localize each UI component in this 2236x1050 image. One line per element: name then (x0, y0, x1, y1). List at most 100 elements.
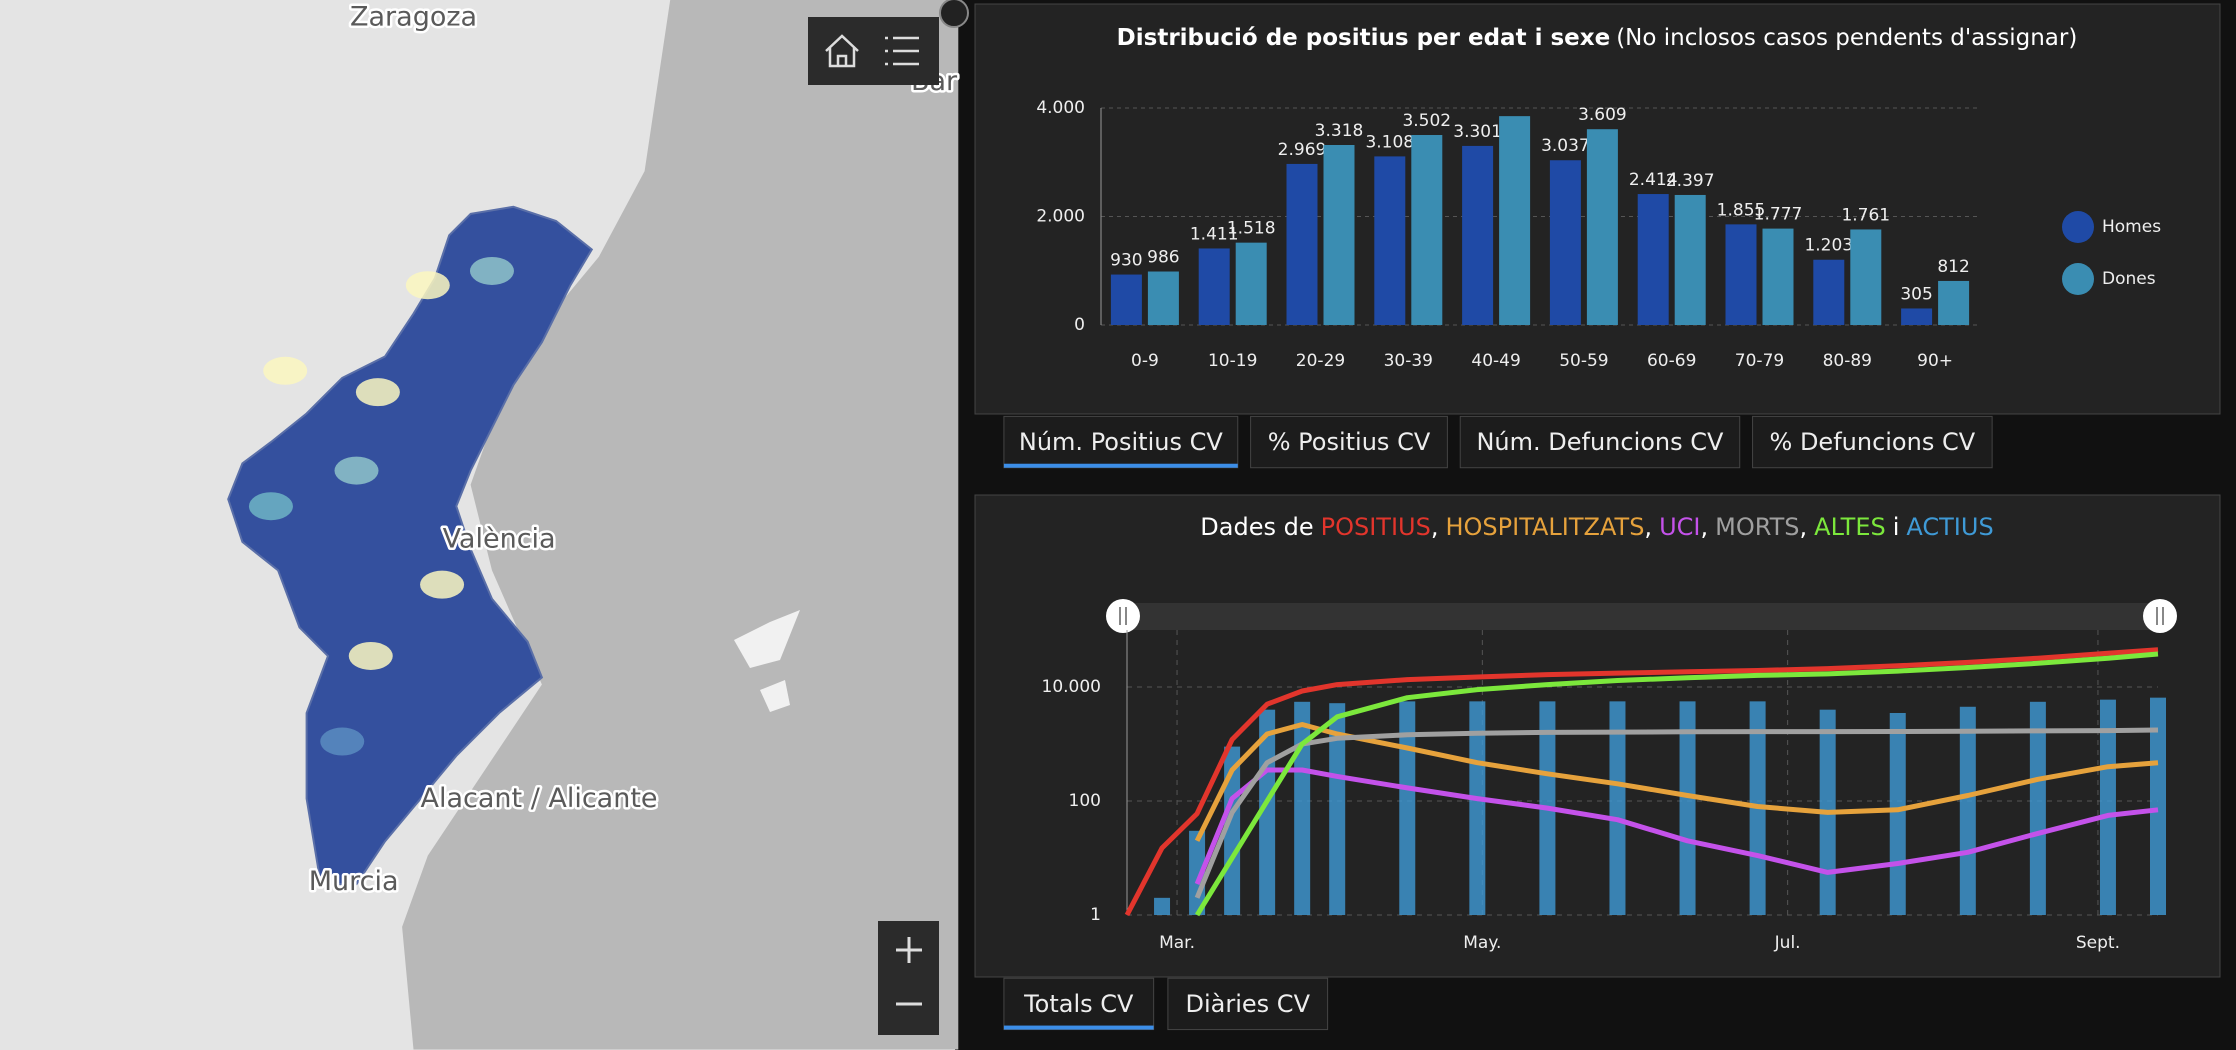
region (227, 205, 594, 886)
map-buttons (808, 0, 969, 1035)
x-tick-label: 60-69 (1647, 351, 1696, 371)
tab-label: Diàries CV (1186, 990, 1311, 1018)
bar (1674, 194, 1706, 325)
title-series: POSITIUS (1321, 513, 1431, 541)
home-button[interactable] (825, 34, 859, 68)
tab-label: % Defuncions CV (1770, 428, 1976, 456)
title-series: ACTIUS (1906, 513, 1993, 541)
bar (1399, 701, 1416, 915)
slider-handle[interactable] (2143, 599, 2177, 633)
x-tick-label: 50-59 (1559, 351, 1608, 371)
sea (402, 0, 959, 1050)
tab-active-indicator (1003, 1025, 1154, 1030)
map[interactable] (0, 0, 959, 1050)
municipality (469, 256, 514, 285)
tab[interactable] (1250, 415, 1448, 469)
legend-label: Dones (2102, 269, 2156, 289)
title-series: ALTES (1814, 513, 1886, 541)
expand-button[interactable] (939, 0, 969, 28)
tab-active-indicator (1003, 463, 1238, 468)
x-tick-label: 90+ (1917, 351, 1953, 371)
title-series: UCI (1659, 513, 1700, 541)
zoom-in[interactable] (896, 937, 922, 963)
subtitle: (No inclosos casos pendents d'assignar) (1616, 25, 2077, 51)
line (1194, 727, 2159, 899)
panel (974, 494, 2221, 978)
data-label: 2.969 (1278, 140, 1327, 160)
x-tick-label: Sept. (2076, 933, 2120, 953)
bar (1235, 242, 1267, 325)
data-label: 1.777 (1754, 205, 1803, 225)
data-label: 1.761 (1841, 205, 1890, 225)
tab-label: Totals CV (1023, 990, 1134, 1018)
bar (1374, 156, 1406, 325)
x-tick-label: 70-79 (1735, 351, 1784, 371)
title-series: HOSPITALITZATS (1445, 513, 1644, 541)
tab-label: Núm. Positius CV (1019, 428, 1223, 456)
x-tick-label: May. (1463, 933, 1501, 953)
x-tick-label: 20-29 (1296, 351, 1345, 371)
bar (1813, 259, 1845, 325)
data-label: 1.411 (1190, 224, 1239, 244)
data-label: 3.108 (1365, 132, 1414, 152)
bar (1224, 746, 1241, 915)
bar (1850, 229, 1882, 325)
tab[interactable] (1459, 415, 1741, 469)
slider-handle[interactable] (1106, 599, 1140, 633)
y-tick-label: 0 (1074, 315, 1085, 335)
data-label: 3.301 (1453, 122, 1502, 142)
line (1194, 722, 2159, 842)
map-label: Zaragoza (350, 2, 477, 33)
tab[interactable] (1752, 415, 1993, 469)
title-series: MORTS (1715, 513, 1799, 541)
municipality (334, 456, 379, 485)
municipality (420, 570, 465, 599)
bar (1286, 163, 1318, 325)
bar (1938, 280, 1970, 325)
data-label: 2.414 (1629, 170, 1678, 190)
title-separator: , (1700, 513, 1708, 541)
bar (1499, 116, 1531, 325)
title-separator: , (1431, 513, 1439, 541)
list-button[interactable] (885, 36, 919, 66)
y-tick-label: 4.000 (1036, 98, 1085, 118)
data-label: 1.203 (1804, 236, 1853, 256)
line (1194, 651, 2159, 917)
municipality (355, 378, 400, 407)
title-separator: , (1644, 513, 1652, 541)
data-label: 3.609 (1578, 105, 1627, 125)
bar (1679, 701, 1696, 915)
municipality (263, 356, 308, 385)
y-tick-label: 100 (1069, 791, 1101, 811)
municipality (248, 492, 293, 521)
tab[interactable] (1167, 977, 1329, 1031)
title-conjunction: i (1893, 513, 1900, 541)
line (1124, 647, 2159, 917)
island (734, 610, 800, 668)
tab[interactable] (1003, 415, 1239, 469)
x-tick-label: 30-39 (1384, 351, 1433, 371)
map-labels: Zaragoza València Alacant / Alicante Murcia… (306, 0, 960, 899)
range-slider (1123, 603, 2162, 630)
tab[interactable] (1003, 977, 1155, 1031)
x-tick-label: Jul. (1774, 933, 1801, 953)
data-label: 1.518 (1227, 219, 1276, 239)
y-tick-label: 10.000 (1042, 677, 1101, 697)
data-label: 812 (1937, 257, 1969, 277)
title-prefix: Dades de (1200, 513, 1313, 541)
legend-swatch (2062, 263, 2094, 295)
bar (1411, 135, 1443, 325)
data-label: 3.502 (1402, 111, 1451, 131)
map-label: València (443, 524, 556, 555)
bar (1469, 701, 1486, 915)
bar (1762, 228, 1794, 325)
bar (1110, 274, 1142, 325)
data-label: 986 (1147, 248, 1179, 268)
bar (1586, 129, 1618, 325)
bar (1609, 701, 1626, 915)
y-tick-label: 1 (1090, 905, 1101, 925)
bar (1198, 248, 1230, 325)
island (760, 680, 790, 712)
